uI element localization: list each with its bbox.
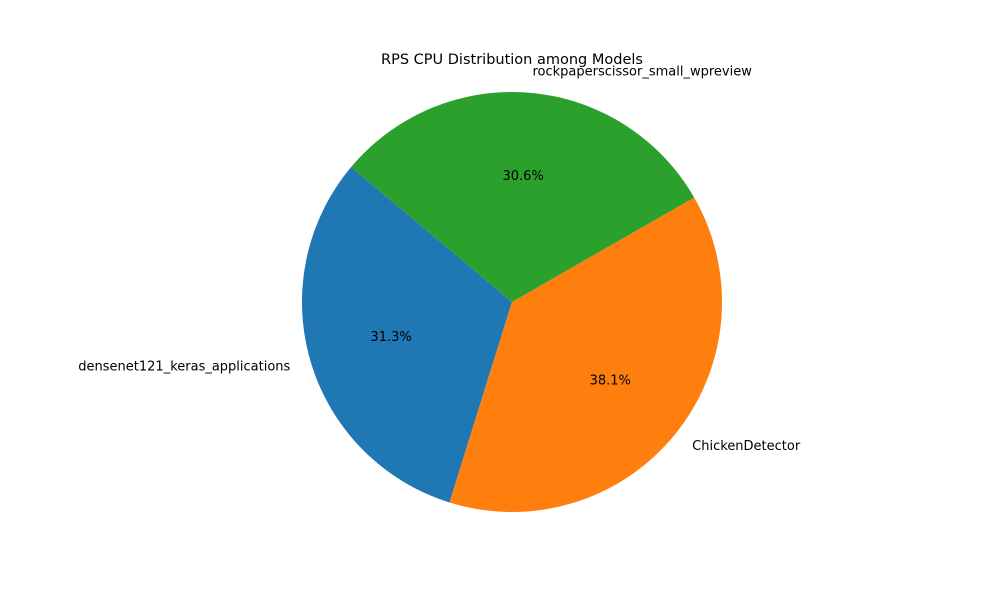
pie-slice-chickendetector — [449, 197, 722, 513]
slice-percentage-label: 38.1% — [590, 373, 631, 388]
pie-slices — [302, 92, 722, 513]
pie-slice-densenet121-keras-applications — [302, 167, 512, 503]
pie-labels: densenet121_keras_applications 31.3% Chick… — [78, 64, 801, 454]
slice-percentage-label: 31.3% — [370, 330, 411, 345]
slice-percentage-label: 30.6% — [503, 169, 544, 184]
slice-label: ChickenDetector — [692, 439, 801, 454]
slice-label: rockpaperscissor_small_wpreview — [532, 64, 752, 79]
slice-label: densenet121_keras_applications — [78, 359, 290, 374]
chart-title: RPS CPU Distribution among Models — [381, 52, 643, 68]
pie-slice-rockpaperscissor-small-wpreview — [351, 92, 695, 302]
